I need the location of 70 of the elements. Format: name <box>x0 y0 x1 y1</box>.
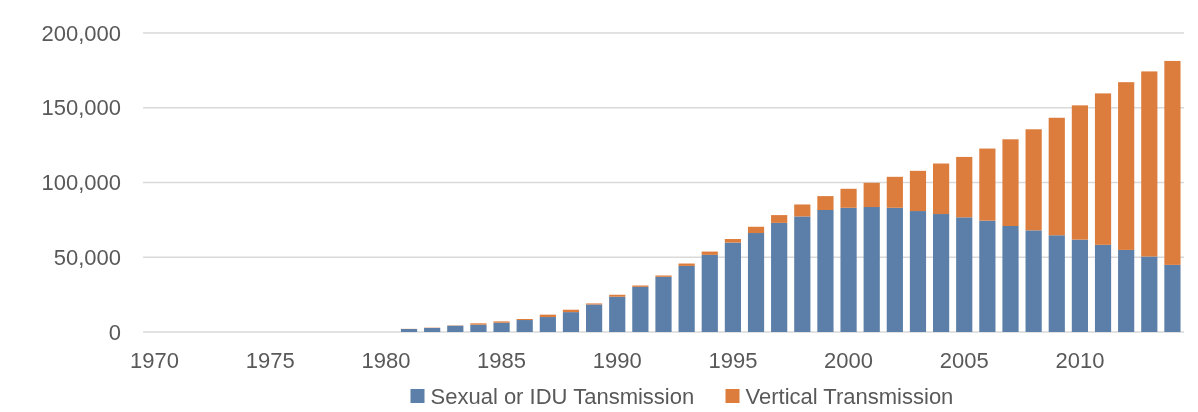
x-tick-label: 1995 <box>708 348 758 373</box>
bar <box>840 207 857 332</box>
bar <box>724 242 741 332</box>
bar <box>817 210 834 332</box>
y-tick-label: 50,000 <box>53 244 121 270</box>
bar <box>1164 264 1181 332</box>
x-tick-label: 1990 <box>592 348 642 373</box>
bar <box>701 251 718 255</box>
bar <box>1118 82 1135 250</box>
bar <box>1025 230 1042 332</box>
bar <box>794 216 811 332</box>
x-tick-label: 2000 <box>824 348 874 373</box>
y-tick-label: 200,000 <box>41 20 121 46</box>
bar <box>609 296 626 332</box>
bar <box>539 317 556 332</box>
legend-label: Sexual or IDU Tansmission <box>430 384 695 409</box>
y-tick-label: 0 <box>108 319 121 345</box>
bar <box>562 312 580 332</box>
y-tick-label: 150,000 <box>41 95 121 121</box>
bar <box>771 222 788 332</box>
legend-label: Vertical Transmission <box>745 384 954 409</box>
bar <box>863 182 880 208</box>
bar <box>1118 249 1135 332</box>
bar <box>956 156 973 218</box>
bar <box>1002 226 1019 332</box>
bar <box>586 304 603 332</box>
bar <box>1025 129 1042 231</box>
bar <box>1071 105 1088 240</box>
bar <box>979 148 996 221</box>
bar <box>1048 235 1065 332</box>
bar <box>840 188 857 208</box>
bar <box>747 226 765 234</box>
bar <box>701 254 718 332</box>
bar <box>979 220 996 332</box>
bar <box>933 214 950 332</box>
bar <box>794 204 811 217</box>
bar <box>1002 139 1019 226</box>
bar <box>1164 60 1181 265</box>
bar <box>933 163 950 215</box>
bar <box>886 176 903 208</box>
bar <box>678 265 695 332</box>
bar <box>632 286 649 332</box>
bar <box>1048 117 1065 236</box>
bar <box>516 320 533 332</box>
x-tick-label: 1980 <box>361 348 411 373</box>
bar <box>1141 71 1158 257</box>
bar <box>956 217 973 332</box>
bar <box>493 322 510 332</box>
bar <box>909 211 927 332</box>
y-tick-label: 100,000 <box>41 170 121 196</box>
bar <box>1094 244 1112 332</box>
bar <box>1141 256 1158 332</box>
bar <box>1094 93 1112 245</box>
bar <box>470 324 487 332</box>
x-tick-label: 1985 <box>477 348 527 373</box>
bar <box>886 207 903 332</box>
bar <box>724 239 741 243</box>
bar <box>747 233 765 332</box>
bar <box>655 276 672 332</box>
bar <box>863 207 880 332</box>
x-tick-label: 1970 <box>130 348 180 373</box>
x-tick-label: 1975 <box>245 348 295 373</box>
bar <box>909 170 927 212</box>
x-tick-label: 2010 <box>1055 348 1105 373</box>
bar <box>771 215 788 223</box>
bar <box>817 196 834 211</box>
bar <box>424 327 441 332</box>
bar <box>447 325 464 332</box>
x-tick-label: 2005 <box>939 348 989 373</box>
bar <box>1071 239 1088 332</box>
